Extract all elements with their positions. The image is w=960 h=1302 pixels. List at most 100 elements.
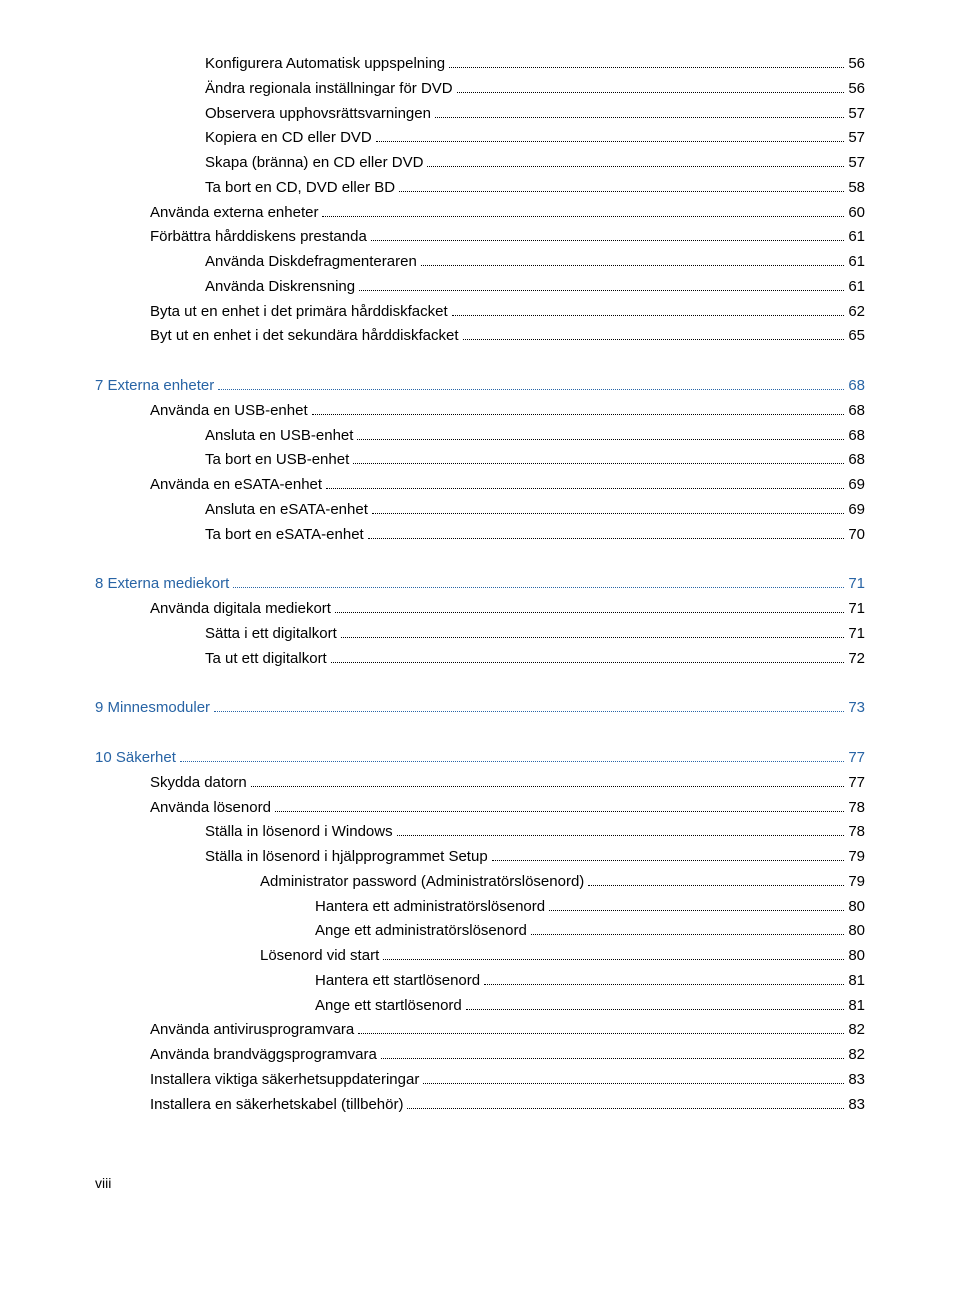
toc-entry-page: 82 [848,1044,865,1066]
toc-entry[interactable]: Ansluta en USB-enhet 68 [95,425,865,447]
toc-entry[interactable]: Ta bort en CD, DVD eller BD 58 [95,177,865,199]
toc-entry[interactable]: Ställa in lösenord i hjälpprogrammet Set… [95,846,865,868]
toc-chapter[interactable]: 10 Säkerhet 77 [95,747,865,769]
toc-entry-label: Ansluta en eSATA-enhet [205,499,368,521]
toc-entry-label: Ansluta en USB-enhet [205,425,353,447]
toc-entry-label: Administrator password (Administratörslö… [260,871,584,893]
toc-leader-dots [421,265,845,266]
toc-entry[interactable]: Skapa (bränna) en CD eller DVD 57 [95,152,865,174]
toc-leader-dots [357,439,844,440]
toc-leader-dots [452,315,845,316]
toc-leader-dots [341,637,845,638]
toc-entry[interactable]: Observera upphovsrättsvarningen 57 [95,103,865,125]
toc-entry[interactable]: Skydda datorn 77 [95,772,865,794]
toc-entry-page: 79 [848,846,865,868]
toc-entry-page: 56 [848,78,865,100]
toc-entry-label: Använda Diskdefragmenteraren [205,251,417,273]
toc-leader-dots [549,910,844,911]
toc-entry[interactable]: Installera viktiga säkerhetsuppdateringa… [95,1069,865,1091]
toc-entry-page: 77 [848,772,865,794]
toc-entry[interactable]: Hantera ett administratörslösenord 80 [95,896,865,918]
toc-entry[interactable]: Konfigurera Automatisk uppspelning 56 [95,53,865,75]
toc-leader-dots [180,761,844,762]
toc-entry[interactable]: Ställa in lösenord i Windows 78 [95,821,865,843]
toc-leader-dots [358,1033,844,1034]
toc-entry[interactable]: Använda externa enheter 60 [95,202,865,224]
toc-entry[interactable]: Ta bort en USB-enhet 68 [95,449,865,471]
toc-entry[interactable]: Sätta i ett digitalkort 71 [95,623,865,645]
toc-leader-dots [423,1083,844,1084]
toc-entry[interactable]: Förbättra hårddiskens prestanda 61 [95,226,865,248]
toc-entry[interactable]: Ändra regionala inställningar för DVD 56 [95,78,865,100]
toc-entry[interactable]: Ta ut ett digitalkort 72 [95,648,865,670]
toc-leader-dots [335,612,844,613]
toc-entry-page: 78 [848,797,865,819]
toc-entry-label: Ange ett startlösenord [315,995,462,1017]
toc-entry-label: Kopiera en CD eller DVD [205,127,372,149]
toc-entry-page: 68 [848,449,865,471]
toc-entry-label: Installera viktiga säkerhetsuppdateringa… [150,1069,419,1091]
toc-entry-page: 70 [848,524,865,546]
toc-entry-label: Byta ut en enhet i det primära hårddiskf… [150,301,448,323]
toc-leader-dots [331,662,845,663]
toc-entry[interactable]: Använda digitala mediekort 71 [95,598,865,620]
toc-entry-label: Använda digitala mediekort [150,598,331,620]
toc-leader-dots [435,117,844,118]
toc-leader-dots [457,92,845,93]
toc-entry-label: Hantera ett administratörslösenord [315,896,545,918]
toc-leader-dots [322,216,844,217]
toc-entry-page: 58 [848,177,865,199]
toc-entry[interactable]: Använda Diskrensning 61 [95,276,865,298]
toc-entry[interactable]: Ange ett startlösenord 81 [95,995,865,1017]
toc-entry[interactable]: Använda antivirusprogramvara 82 [95,1019,865,1041]
toc-entry[interactable]: Använda brandväggsprogramvara 82 [95,1044,865,1066]
toc-leader-dots [383,959,844,960]
toc-entry[interactable]: Använda Diskdefragmenteraren 61 [95,251,865,273]
toc-entry[interactable]: Ta bort en eSATA-enhet 70 [95,524,865,546]
toc-leader-dots [427,166,844,167]
toc-entry-label: Ta ut ett digitalkort [205,648,327,670]
toc-entry[interactable]: Byt ut en enhet i det sekundära hårddisk… [95,325,865,347]
toc-entry-page: 57 [848,103,865,125]
toc-entry[interactable]: Använda en eSATA-enhet 69 [95,474,865,496]
toc-leader-dots [275,811,844,812]
page-number: viii [95,1175,865,1191]
toc-entry-page: 81 [848,995,865,1017]
toc-leader-dots [397,835,845,836]
toc-entry-label: Ändra regionala inställningar för DVD [205,78,453,100]
toc-leader-dots [484,984,844,985]
toc-entry-page: 69 [848,499,865,521]
toc-entry-page: 68 [848,400,865,422]
toc-entry-page: 71 [848,573,865,595]
toc-entry[interactable]: Ansluta en eSATA-enhet 69 [95,499,865,521]
toc-leader-dots [218,389,844,390]
toc-entry-label: Använda antivirusprogramvara [150,1019,354,1041]
toc-chapter[interactable]: 9 Minnesmoduler 73 [95,697,865,719]
toc-entry-page: 80 [848,896,865,918]
toc-entry-page: 71 [848,598,865,620]
toc-entry-page: 79 [848,871,865,893]
toc-entry-label: Konfigurera Automatisk uppspelning [205,53,445,75]
toc-entry[interactable]: Byta ut en enhet i det primära hårddiskf… [95,301,865,323]
toc-entry-page: 61 [848,226,865,248]
toc-chapter[interactable]: 8 Externa mediekort 71 [95,573,865,595]
toc-leader-dots [399,191,844,192]
toc-entry-page: 71 [848,623,865,645]
toc-chapter[interactable]: 7 Externa enheter 68 [95,375,865,397]
toc-entry-page: 62 [848,301,865,323]
toc-entry-page: 69 [848,474,865,496]
toc-entry-label: Ställa in lösenord i Windows [205,821,393,843]
toc-entry[interactable]: Kopiera en CD eller DVD 57 [95,127,865,149]
toc-entry[interactable]: Lösenord vid start 80 [95,945,865,967]
toc-entry[interactable]: Använda lösenord 78 [95,797,865,819]
toc-entry-page: 73 [848,697,865,719]
toc-entry[interactable]: Ange ett administratörslösenord 80 [95,920,865,942]
toc-entry-page: 80 [848,945,865,967]
toc-entry[interactable]: Använda en USB-enhet 68 [95,400,865,422]
toc-entry[interactable]: Administrator password (Administratörslö… [95,871,865,893]
toc-entry-page: 61 [848,251,865,273]
toc-entry[interactable]: Hantera ett startlösenord 81 [95,970,865,992]
toc-leader-dots [371,240,845,241]
toc-entry[interactable]: Installera en säkerhetskabel (tillbehör)… [95,1094,865,1116]
toc-leader-dots [463,339,845,340]
